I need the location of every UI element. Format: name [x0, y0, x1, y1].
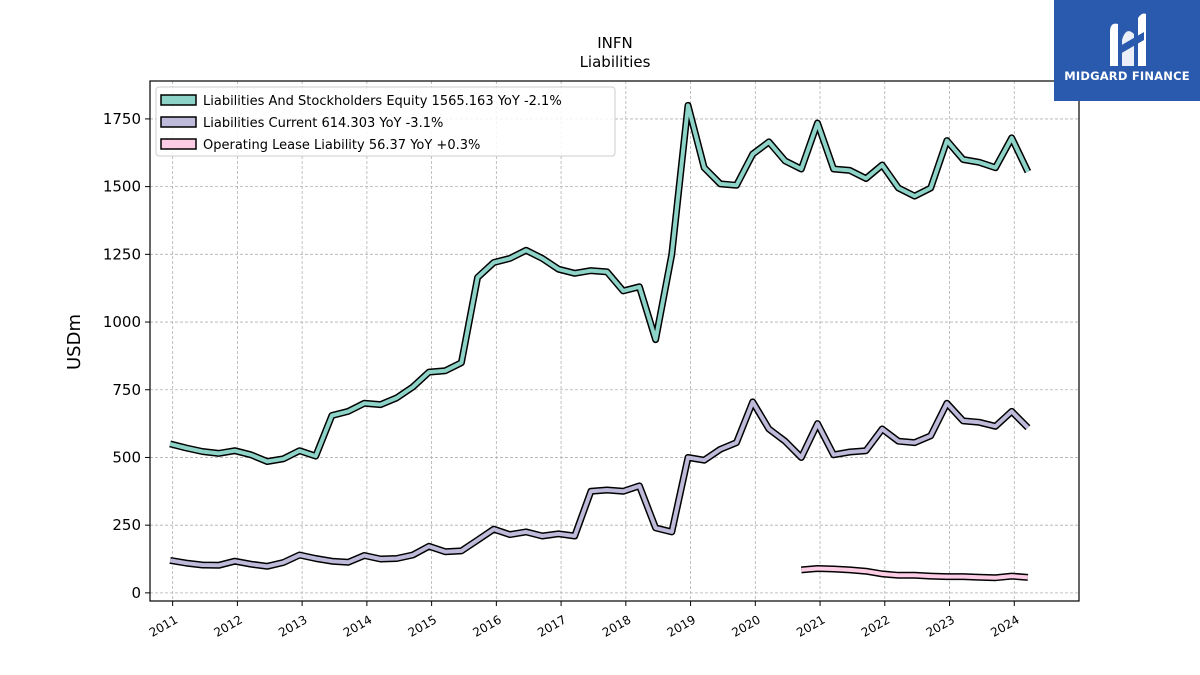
x-tick-label: 2022 — [859, 612, 892, 639]
x-tick-label: 2018 — [600, 612, 633, 639]
y-tick-label: 1500 — [103, 178, 141, 196]
series-line-outline — [169, 101, 1032, 465]
legend-swatch — [160, 116, 197, 128]
x-tick-label: 2016 — [470, 612, 503, 639]
x-tick-label: 2024 — [988, 612, 1021, 639]
y-tick-label: 1250 — [103, 245, 141, 263]
x-tick-label: 2014 — [341, 612, 374, 639]
chart-title: INFN — [597, 34, 633, 52]
grid — [150, 81, 1079, 601]
y-axis-label: USDm — [64, 314, 85, 370]
x-tick-label: 2023 — [924, 612, 957, 639]
series-line-outline — [169, 398, 1031, 570]
plot-frame — [149, 80, 1080, 602]
series-lines — [169, 101, 1032, 582]
x-ticks: 2011 2012 2013 2014 2015 2016 2017 2018 2019 2020… — [147, 601, 1022, 640]
logo-mark-icon — [1110, 13, 1146, 66]
y-tick-label: 250 — [112, 516, 141, 534]
legend-swatch — [160, 138, 197, 150]
legend-label: Operating Lease Liability 56.37 YoY +0.3… — [203, 138, 480, 153]
y-tick-label: 1000 — [103, 313, 141, 331]
y-tick-label: 750 — [112, 381, 141, 399]
x-tick-label: 2019 — [665, 612, 698, 639]
x-tick-label: 2015 — [406, 612, 439, 639]
legend-box — [155, 86, 616, 157]
legend: Liabilities And Stockholders Equity 1565… — [155, 86, 616, 157]
y-tick-label: 500 — [112, 448, 141, 466]
y-ticks: 0 250 500 750 1000 1250 1500 1750 — [103, 110, 150, 602]
x-tick-label: 2013 — [276, 612, 309, 639]
x-tick-label: 2020 — [729, 612, 762, 639]
x-tick-label: 2012 — [211, 612, 244, 639]
legend-swatch — [160, 94, 197, 106]
legend-label: Liabilities Current 614.303 YoY -3.1% — [203, 116, 443, 131]
midgard-finance-logo: MIDGARD FINANCE — [1054, 0, 1200, 101]
legend-label: Liabilities And Stockholders Equity 1565… — [203, 94, 562, 109]
series-line-2 — [169, 399, 1030, 569]
y-tick-label: 1750 — [103, 110, 141, 128]
y-tick-label: 0 — [131, 584, 141, 602]
x-tick-label: 2017 — [535, 612, 568, 639]
series-line-3 — [801, 566, 1029, 580]
x-tick-label: 2021 — [794, 612, 827, 639]
series-line-1 — [169, 103, 1030, 464]
chart-subtitle: Liabilities — [580, 53, 651, 71]
logo-text: MIDGARD FINANCE — [1064, 69, 1190, 83]
x-tick-label: 2011 — [147, 612, 180, 639]
